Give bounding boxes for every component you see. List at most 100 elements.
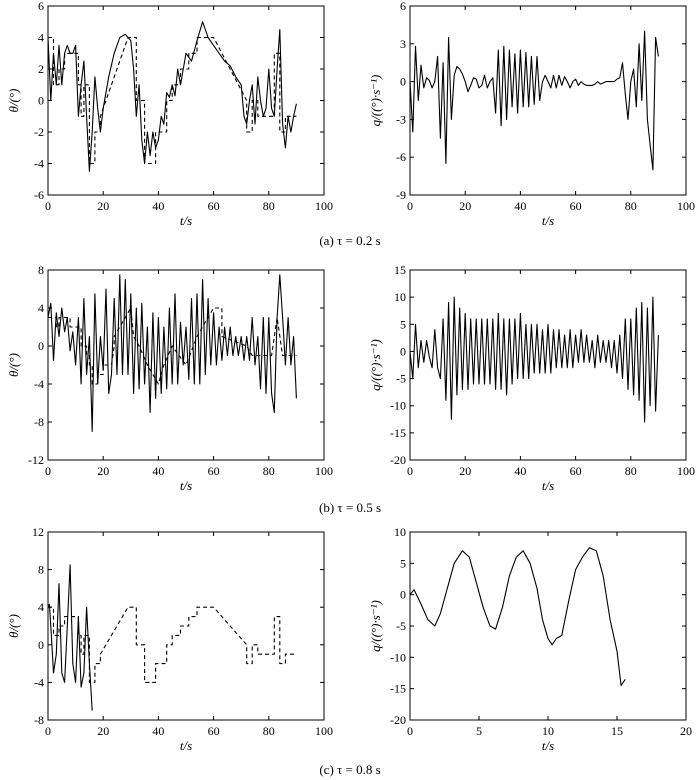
x-tick-label: 80 [263,724,275,738]
y-tick-label: 8 [38,263,44,277]
x-tick-label: 0 [407,464,413,478]
caption-c: (c) τ = 0.8 s [319,762,380,777]
y-axis-label: q/((°)·s⁻¹) [368,339,383,391]
x-axis-label: t/s [180,213,192,228]
y-tick-label: -5 [396,619,406,633]
panel-a-theta: 0 20 40 60 80 100 -6 -4 -2 0 2 4 6 t/s θ/(°) [6,0,333,228]
y-tick-label: -12 [28,453,44,467]
command-series-line [48,307,297,385]
plot-frame [409,531,687,721]
y-axis-label: q/((°)·s⁻¹) [368,75,383,127]
y-tick-label: 0 [38,638,44,652]
response-series-line [48,564,93,711]
x-tick-label: 20 [97,464,109,478]
response-series-line [410,547,626,687]
x-tick-label: 40 [152,464,164,478]
x-axis-label: t/s [542,478,554,493]
x-tick-label: 5 [476,724,482,738]
caption-a: (a) τ = 0.2 s [319,233,380,248]
y-tick-label: -15 [390,426,406,440]
y-tick-label: 0 [400,588,406,602]
x-tick-label: 0 [45,464,51,478]
x-tick-label: 10 [542,724,554,738]
x-tick-label: 40 [514,199,526,213]
y-tick-label: 12 [32,525,44,539]
x-tick-label: 0 [407,199,413,213]
x-tick-label: 100 [677,464,695,478]
y-tick-label: 4 [38,600,44,614]
y-tick-label: 0 [38,339,44,353]
y-tick-label: -15 [390,682,406,696]
y-tick-label: 6 [400,0,406,13]
y-tick-label: 0 [400,344,406,358]
x-axis-label: t/s [180,478,192,493]
y-tick-label: 10 [394,525,406,539]
x-axis-label: t/s [542,738,554,753]
y-tick-label: 0 [38,94,44,108]
x-tick-label: 0 [45,199,51,213]
x-tick-label: 40 [514,464,526,478]
y-tick-label: -6 [396,150,406,164]
y-tick-label: 10 [394,290,406,304]
x-tick-label: 0 [45,724,51,738]
command-series-line [48,36,297,165]
response-series-line [410,296,659,423]
y-tick-label: -5 [396,372,406,386]
plot-frame [409,269,687,461]
panel-a-q: 0 20 40 60 80 100 -9 -6 -3 0 3 6 t/s q/((°)·s⁻¹) [368,0,695,228]
command-series-line [48,606,297,683]
y-tick-label: -20 [390,453,406,467]
y-tick-label: -8 [34,415,44,429]
y-tick-label: 15 [394,263,406,277]
y-tick-label: -4 [34,675,44,689]
x-tick-label: 40 [152,199,164,213]
y-tick-label: -10 [390,650,406,664]
plot-frame [47,531,325,721]
x-tick-label: 100 [315,464,333,478]
response-series-line [410,30,659,171]
y-tick-label: -4 [34,157,44,171]
x-tick-label: 60 [208,464,220,478]
response-series-line [48,274,297,433]
x-tick-label: 20 [459,464,471,478]
y-tick-label: 3 [400,37,406,51]
x-tick-label: 60 [208,199,220,213]
y-tick-label: 4 [38,301,44,315]
x-tick-label: 80 [263,464,275,478]
y-tick-label: -10 [390,399,406,413]
y-tick-label: 0 [400,75,406,89]
y-tick-label: -20 [390,713,406,727]
x-tick-label: 60 [570,199,582,213]
y-tick-label: -3 [396,112,406,126]
y-tick-label: -9 [396,188,406,202]
plot-frame [47,269,325,461]
x-tick-label: 60 [208,724,220,738]
y-tick-label: -2 [34,125,44,139]
y-tick-label: -8 [34,713,44,727]
y-axis-label: q/((°)·s⁻¹) [368,600,383,652]
x-tick-label: 80 [263,199,275,213]
y-tick-label: 5 [400,556,406,570]
y-tick-label: 2 [38,62,44,76]
y-tick-label: -4 [34,377,44,391]
x-tick-label: 80 [625,199,637,213]
panel-b-theta: 0 20 40 60 80 100 -12 -8 -4 0 4 8 t/s θ/(°) [6,263,333,493]
y-tick-label: 4 [38,31,44,45]
caption-b: (b) τ = 0.5 s [319,500,381,515]
y-tick-label: 5 [400,317,406,331]
x-tick-label: 20 [680,724,692,738]
y-axis-label: θ/(°) [6,89,21,113]
x-tick-label: 100 [315,199,333,213]
y-tick-label: 8 [38,563,44,577]
x-tick-label: 80 [625,464,637,478]
x-tick-label: 0 [407,724,413,738]
y-tick-label: 6 [38,0,44,13]
y-axis-label: θ/(°) [6,353,21,377]
panel-b-q: 0 20 40 60 80 100 -20 -15 -10 -5 0 5 10 15 t/s q/((°)·s… [368,263,695,493]
x-tick-label: 100 [315,724,333,738]
plot-frame [409,5,687,196]
y-axis-label: θ/(°) [6,614,21,638]
y-tick-label: -6 [34,188,44,202]
